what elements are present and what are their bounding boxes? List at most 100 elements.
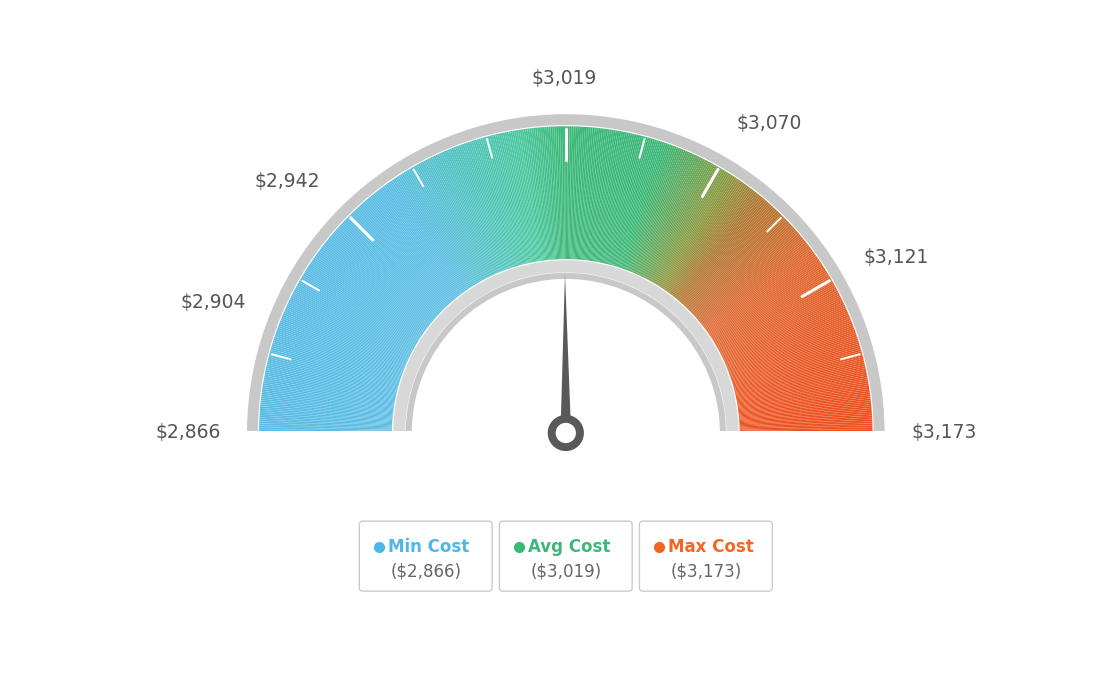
Wedge shape: [272, 346, 400, 384]
Wedge shape: [614, 139, 654, 266]
Wedge shape: [673, 192, 757, 297]
Wedge shape: [259, 417, 392, 425]
Wedge shape: [491, 135, 524, 264]
Wedge shape: [384, 185, 464, 293]
Wedge shape: [666, 181, 743, 291]
Wedge shape: [739, 402, 871, 417]
Wedge shape: [455, 146, 503, 271]
Wedge shape: [709, 257, 818, 335]
Wedge shape: [502, 132, 531, 263]
Wedge shape: [369, 197, 455, 299]
Wedge shape: [679, 200, 767, 302]
Wedge shape: [269, 353, 397, 388]
Wedge shape: [364, 200, 453, 302]
Wedge shape: [438, 153, 495, 275]
Wedge shape: [270, 349, 399, 386]
Wedge shape: [564, 126, 565, 259]
Wedge shape: [635, 152, 689, 274]
Wedge shape: [634, 150, 688, 273]
Wedge shape: [656, 171, 726, 285]
Wedge shape: [737, 388, 870, 409]
Wedge shape: [643, 158, 703, 277]
Wedge shape: [361, 203, 450, 304]
Wedge shape: [716, 280, 832, 347]
Wedge shape: [259, 408, 393, 420]
Wedge shape: [410, 168, 478, 284]
Wedge shape: [274, 338, 401, 380]
Wedge shape: [316, 254, 425, 333]
Wedge shape: [725, 313, 849, 366]
Wedge shape: [518, 130, 540, 262]
Wedge shape: [560, 126, 564, 259]
Wedge shape: [396, 176, 470, 288]
Wedge shape: [704, 248, 811, 329]
Wedge shape: [659, 174, 732, 287]
Wedge shape: [247, 114, 884, 433]
Wedge shape: [620, 142, 665, 268]
Wedge shape: [618, 141, 660, 268]
Wedge shape: [682, 206, 773, 305]
Text: Avg Cost: Avg Cost: [528, 538, 611, 555]
Wedge shape: [418, 164, 482, 281]
Wedge shape: [740, 410, 872, 421]
Wedge shape: [670, 188, 752, 295]
Wedge shape: [726, 317, 850, 368]
Wedge shape: [633, 150, 686, 273]
Wedge shape: [559, 126, 563, 259]
Wedge shape: [259, 427, 392, 431]
Wedge shape: [259, 422, 392, 428]
Wedge shape: [737, 385, 869, 407]
Wedge shape: [712, 268, 826, 341]
Wedge shape: [412, 167, 479, 283]
Wedge shape: [698, 233, 799, 320]
Wedge shape: [671, 190, 754, 295]
Wedge shape: [677, 197, 763, 299]
Wedge shape: [684, 208, 776, 306]
Wedge shape: [259, 414, 392, 423]
Wedge shape: [295, 287, 413, 351]
Wedge shape: [588, 129, 608, 261]
Wedge shape: [675, 194, 760, 298]
Wedge shape: [607, 135, 640, 264]
Wedge shape: [701, 240, 806, 325]
Wedge shape: [484, 137, 520, 266]
Wedge shape: [740, 429, 872, 432]
Wedge shape: [570, 126, 575, 259]
Wedge shape: [315, 256, 424, 333]
Wedge shape: [510, 131, 535, 262]
Wedge shape: [437, 154, 493, 275]
Wedge shape: [667, 184, 746, 293]
Wedge shape: [267, 360, 396, 393]
Wedge shape: [268, 359, 397, 392]
Wedge shape: [665, 180, 742, 290]
Wedge shape: [283, 315, 405, 367]
Wedge shape: [406, 170, 476, 284]
Wedge shape: [551, 126, 559, 259]
Wedge shape: [733, 351, 862, 388]
Wedge shape: [637, 153, 693, 275]
Wedge shape: [572, 126, 580, 259]
Wedge shape: [473, 140, 514, 267]
Wedge shape: [556, 126, 562, 259]
Wedge shape: [729, 324, 853, 372]
Wedge shape: [458, 145, 506, 270]
Wedge shape: [261, 397, 393, 413]
Wedge shape: [734, 357, 863, 391]
Wedge shape: [392, 179, 468, 290]
Wedge shape: [691, 220, 788, 313]
Wedge shape: [285, 309, 406, 364]
Wedge shape: [259, 415, 392, 424]
Wedge shape: [736, 375, 868, 402]
Wedge shape: [289, 299, 410, 358]
Wedge shape: [584, 128, 601, 260]
Wedge shape: [650, 165, 716, 282]
Wedge shape: [595, 130, 619, 262]
Wedge shape: [651, 166, 719, 282]
Wedge shape: [590, 129, 611, 261]
Wedge shape: [449, 148, 501, 272]
Wedge shape: [716, 279, 831, 346]
Wedge shape: [639, 155, 697, 275]
Wedge shape: [692, 223, 790, 315]
Wedge shape: [602, 133, 630, 263]
Wedge shape: [619, 141, 662, 268]
